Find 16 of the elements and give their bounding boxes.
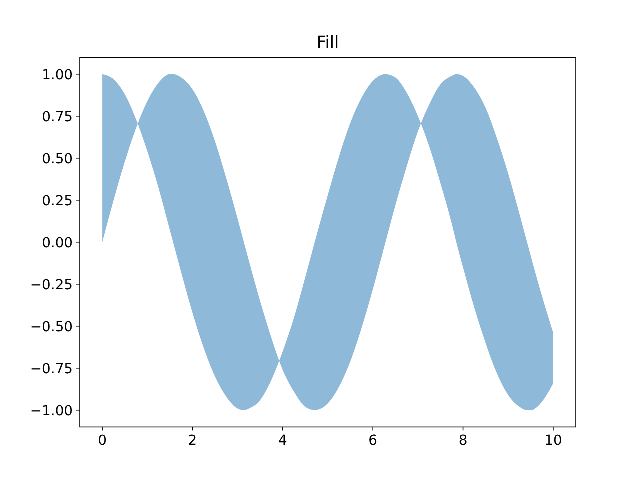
x-tick-label: 0 (98, 432, 107, 449)
y-tick-label: −0.75 (30, 361, 73, 378)
y-tick-label: 0.00 (42, 235, 73, 252)
y-tick-label: 1.00 (42, 67, 73, 84)
chart-title: Fill (316, 32, 340, 52)
y-tick-label: −1.00 (30, 403, 73, 420)
x-tick-label: 6 (368, 432, 378, 449)
x-tick-label: 8 (458, 432, 468, 449)
y-tick-label: 0.25 (42, 193, 73, 210)
y-tick-label: 0.75 (42, 109, 73, 126)
y-tick-label: −0.25 (30, 277, 73, 294)
x-tick-label: 2 (188, 432, 198, 449)
y-tick-label: 0.50 (42, 151, 73, 168)
x-tick-label: 4 (278, 432, 288, 449)
y-tick-label: −0.50 (30, 319, 73, 336)
x-tick-label: 10 (544, 432, 562, 449)
